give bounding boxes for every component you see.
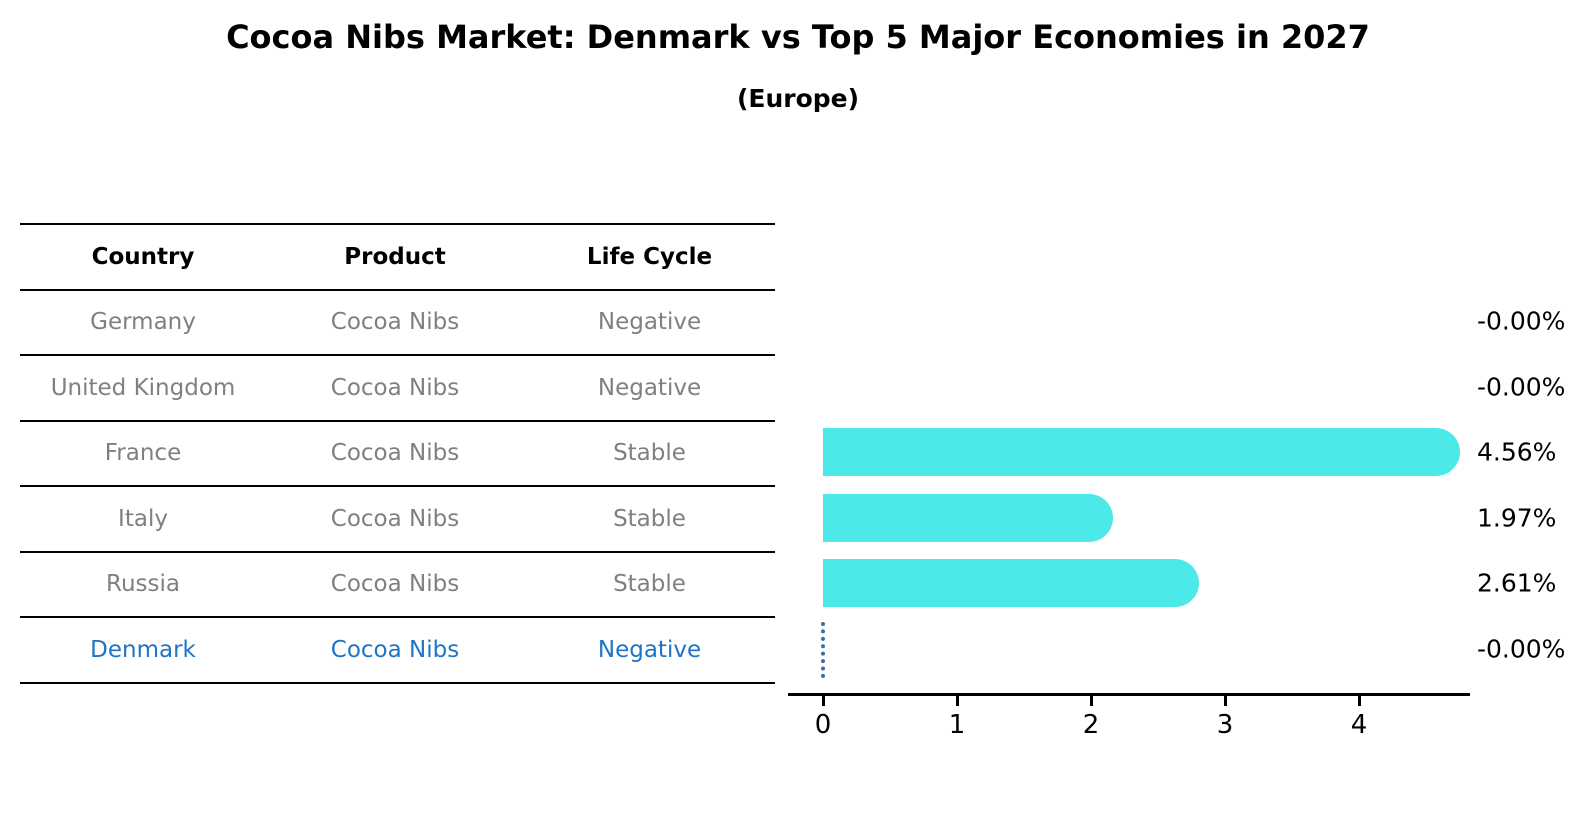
cell-product: Cocoa Nibs xyxy=(330,636,460,663)
bar-chart: -0.00% -0.00% 4.56% 1.97% 2.61% -0.00% xyxy=(788,289,1596,682)
page-subtitle: (Europe) xyxy=(736,84,860,113)
value-label-united-kingdom: -0.00% xyxy=(1477,372,1566,402)
bar-row-denmark: -0.00% xyxy=(788,616,1596,682)
table-row-russia: Russia Cocoa Nibs Stable xyxy=(20,550,775,617)
x-tick-label: 1 xyxy=(948,710,966,740)
value-label-denmark: -0.00% xyxy=(1477,634,1566,664)
table-row-germany: Germany Cocoa Nibs Negative xyxy=(20,288,775,355)
x-tick-mark xyxy=(821,696,825,706)
cell-product: Cocoa Nibs xyxy=(330,440,460,467)
bar-row-russia: 2.61% xyxy=(788,551,1596,617)
x-tick-mark xyxy=(1357,696,1361,706)
cell-country: France xyxy=(104,440,182,467)
bar-row-italy: 1.97% xyxy=(788,485,1596,551)
cell-country: Russia xyxy=(106,571,180,598)
cell-country: United Kingdom xyxy=(50,374,236,401)
country-table: Country Product Life Cycle Germany Cocoa… xyxy=(20,223,775,684)
bar-row-united-kingdom: -0.00% xyxy=(788,354,1596,420)
table-row-united-kingdom: United Kingdom Cocoa Nibs Negative xyxy=(20,354,775,420)
value-label-italy: 1.97% xyxy=(1477,503,1557,533)
bar-row-france: 4.56% xyxy=(788,420,1596,486)
cell-life-cycle: Negative xyxy=(597,636,702,663)
table-row-france: France Cocoa Nibs Stable xyxy=(20,419,775,486)
x-tick-mark xyxy=(1223,696,1227,706)
bar-row-germany: -0.00% xyxy=(788,289,1596,355)
table-row-denmark: Denmark Cocoa Nibs Negative xyxy=(20,616,775,682)
column-header-life-cycle: Life Cycle xyxy=(586,243,713,270)
x-tick-label: 2 xyxy=(1082,710,1100,740)
x-axis: 0 1 2 3 4 xyxy=(788,693,1470,740)
cell-life-cycle: Negative xyxy=(597,374,702,401)
cell-product: Cocoa Nibs xyxy=(330,571,460,598)
x-tick-mark xyxy=(1089,696,1093,706)
value-label-germany: -0.00% xyxy=(1477,306,1566,336)
cell-product: Cocoa Nibs xyxy=(330,505,460,532)
table-row-italy: Italy Cocoa Nibs Stable xyxy=(20,485,775,551)
bar-italy xyxy=(823,493,1113,542)
cell-country: Denmark xyxy=(90,636,196,663)
cell-life-cycle: Negative xyxy=(597,309,702,336)
cell-country: Germany xyxy=(90,309,196,336)
bar-russia xyxy=(823,559,1199,607)
cell-life-cycle: Stable xyxy=(613,505,686,532)
value-label-france: 4.56% xyxy=(1477,437,1557,467)
column-header-country: Country xyxy=(91,243,195,270)
x-tick-mark xyxy=(955,696,959,706)
cell-country: Italy xyxy=(118,505,168,532)
denmark-zero-reference-line xyxy=(821,622,825,678)
cell-product: Cocoa Nibs xyxy=(330,309,460,336)
cell-product: Cocoa Nibs xyxy=(330,374,460,401)
x-tick-label: 4 xyxy=(1350,710,1368,740)
x-tick-label: 0 xyxy=(814,710,832,740)
column-header-product: Product xyxy=(344,243,446,270)
bar-france xyxy=(823,428,1461,476)
value-label-russia: 2.61% xyxy=(1477,568,1557,598)
table-header-row: Country Product Life Cycle xyxy=(20,223,775,289)
page-title: Cocoa Nibs Market: Denmark vs Top 5 Majo… xyxy=(226,18,1370,56)
cell-life-cycle: Stable xyxy=(613,440,686,467)
x-tick-label: 3 xyxy=(1216,710,1234,740)
cell-life-cycle: Stable xyxy=(613,571,686,598)
